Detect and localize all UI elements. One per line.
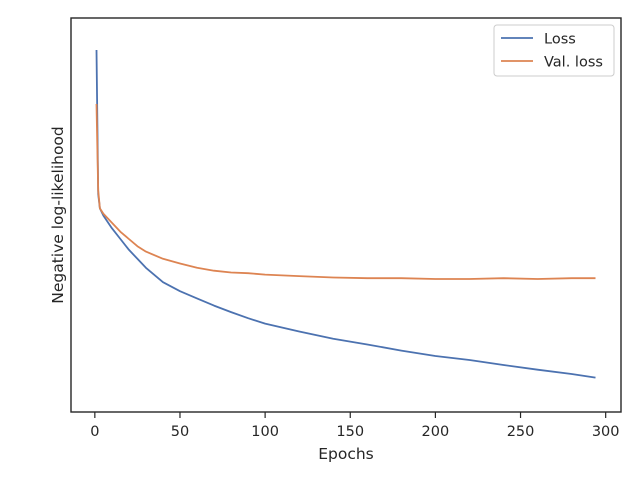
y-axis-label: Negative log-likelihood xyxy=(49,126,67,304)
x-tick-label: 0 xyxy=(90,424,99,440)
x-tick-label: 100 xyxy=(251,424,279,440)
x-tick-label: 50 xyxy=(171,424,189,440)
plot-area xyxy=(70,17,622,413)
x-tick-label: 300 xyxy=(592,424,620,440)
legend: Loss Val. loss xyxy=(493,24,615,77)
x-tick-label: 200 xyxy=(422,424,450,440)
series-line-loss xyxy=(95,49,596,379)
legend-label-loss: Loss xyxy=(544,32,576,48)
x-tick-label: 250 xyxy=(507,424,535,440)
x-axis-ticks: 0 50 100 150 200 250 300 xyxy=(90,412,620,440)
x-axis-label: Epochs xyxy=(318,445,374,463)
legend-label-val-loss: Val. loss xyxy=(544,55,603,71)
series-layer xyxy=(95,49,596,379)
x-tick-label: 150 xyxy=(336,424,364,440)
series-line-val-loss xyxy=(95,103,596,280)
